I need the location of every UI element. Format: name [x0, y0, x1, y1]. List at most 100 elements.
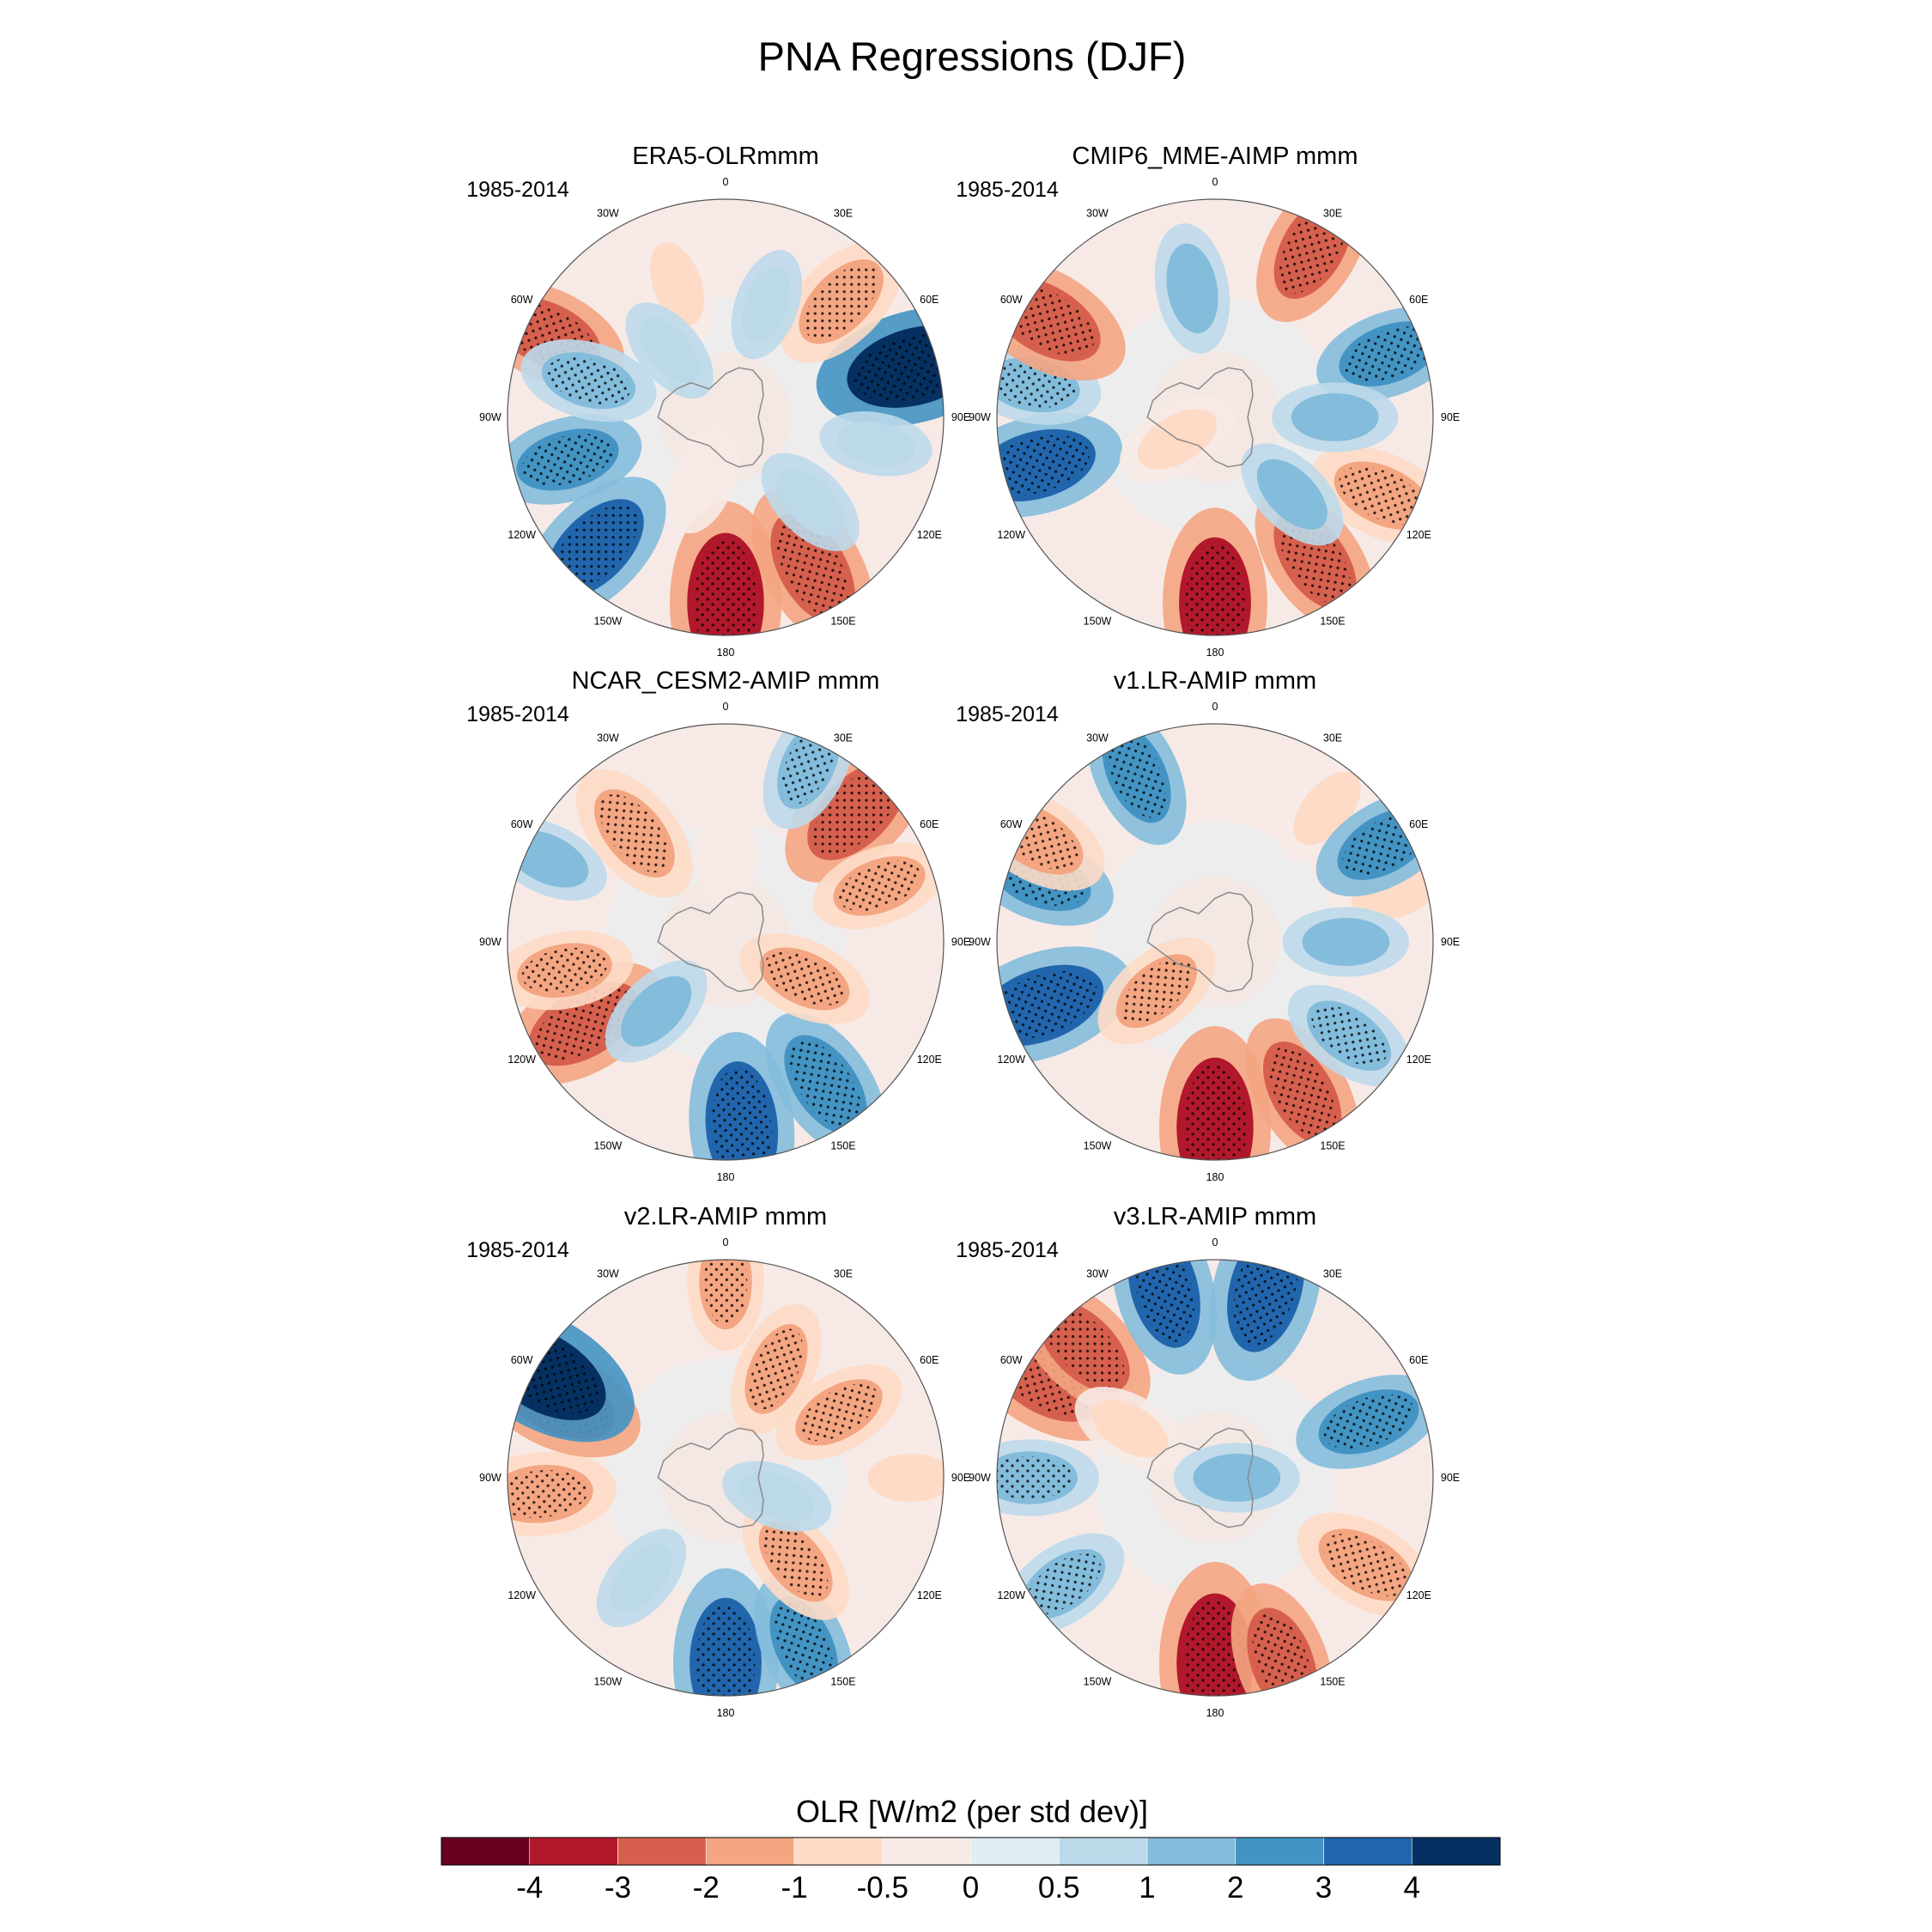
significance-stipple: [837, 860, 921, 912]
longitude-label: 150E: [830, 1675, 855, 1687]
map-boundary: [507, 1259, 945, 1697]
significance-stipple: [1344, 326, 1433, 382]
significance-stipple: [1185, 544, 1245, 635]
significance-stipple: [507, 1470, 588, 1518]
colorbar-tick-label: 3: [1315, 1871, 1332, 1905]
longitude-label: 180: [1206, 1707, 1224, 1719]
olr-anomaly: [836, 421, 915, 466]
olr-anomaly: [867, 1454, 944, 1502]
map-panel: v3.LR-AMIP mmm 1985-2014 0 30E 60E 90E 120E 150…: [956, 1203, 1460, 1719]
significance-stipple: [703, 1260, 748, 1325]
olr-anomaly: [703, 815, 748, 895]
longitude-label: 60W: [1000, 818, 1023, 830]
colorbar-swatch: [1235, 1837, 1324, 1866]
longitude-label: 120E: [917, 1589, 942, 1601]
panel-title: v1.LR-AMIP mmm: [1114, 667, 1316, 695]
longitude-label: 30W: [597, 208, 619, 220]
map-boundary: [996, 1259, 1434, 1697]
olr-anomaly: [1256, 459, 1327, 530]
longitude-label: 60E: [1409, 1354, 1428, 1366]
significance-stipple: [854, 331, 944, 401]
map-boundary: [996, 723, 1434, 1161]
longitude-label: 60W: [511, 818, 533, 830]
longitude-label: 30W: [1086, 208, 1109, 220]
longitude-label: 150W: [594, 1139, 623, 1151]
longitude-label: 150W: [1084, 1139, 1112, 1151]
colorbar-frame: [440, 1837, 1501, 1866]
longitude-label: 0: [723, 1236, 729, 1249]
map-field: [507, 724, 944, 1160]
map-boundary: [507, 723, 945, 1161]
colorbar-tick-label: -4: [516, 1871, 543, 1905]
colorbar-swatch: [1411, 1837, 1501, 1866]
figure-title: PNA Regressions (DJF): [758, 33, 1187, 79]
longitude-label: 90E: [1441, 936, 1460, 948]
map-panel: CMIP6_MME-AIMP mmm 1985-2014 0 30E 60E 90E 120…: [956, 143, 1460, 659]
significance-stipple: [997, 1455, 1073, 1500]
olr-anomaly: [639, 317, 700, 384]
significance-stipple: [749, 1328, 804, 1410]
colorbar-swatch: [705, 1837, 795, 1866]
antarctica-coastline: [1146, 1427, 1254, 1528]
significance-stipple: [1121, 958, 1193, 1024]
longitude-label: 120E: [917, 1054, 942, 1066]
longitude-label: 90W: [479, 936, 501, 948]
longitude-label: 150E: [830, 615, 855, 627]
significance-stipple: [521, 947, 608, 993]
colorbar-tick-label: 2: [1227, 1871, 1243, 1905]
olr-anomaly: [611, 1544, 672, 1613]
colorbar-tick-label: -1: [781, 1871, 807, 1905]
colorbar-swatch: [440, 1837, 531, 1866]
significance-stipple: [521, 434, 614, 486]
colorbar-swatch: [1146, 1837, 1236, 1866]
significance-stipple: [804, 264, 879, 339]
significance-stipple: [1183, 1600, 1247, 1696]
olr-anomaly: [738, 1472, 815, 1522]
longitude-label: 90E: [951, 1472, 970, 1484]
longitude-label: 30W: [597, 1268, 619, 1280]
longitude-label: 90W: [479, 1472, 501, 1484]
significance-stipple: [813, 767, 901, 854]
significance-stipple: [1043, 1306, 1125, 1388]
olr-anomaly: [650, 242, 705, 326]
longitude-label: 30E: [1323, 732, 1342, 744]
longitude-label: 0: [723, 701, 729, 713]
longitude-label: 90W: [479, 411, 501, 423]
olr-anomaly: [1293, 771, 1361, 846]
longitude-label: 0: [1212, 1236, 1218, 1249]
longitude-label: 60E: [1409, 294, 1428, 306]
longitude-label: 150E: [830, 1139, 855, 1151]
olr-anomaly: [678, 440, 728, 517]
panel-period: 1985-2014: [956, 1238, 1059, 1262]
significance-stipple: [1268, 1047, 1336, 1139]
longitude-label: 60E: [920, 294, 939, 306]
map-field: [997, 724, 1433, 1160]
colorbar-tick-label: 0.5: [1038, 1871, 1080, 1905]
colorbar-title: OLR [W/m2 (per std dev)]: [796, 1794, 1148, 1829]
longitude-label: 30W: [1086, 732, 1109, 744]
longitude-label: 30E: [834, 732, 853, 744]
longitude-label: 60E: [920, 1354, 939, 1366]
significance-stipple: [799, 1383, 878, 1442]
panel-period: 1985-2014: [466, 702, 569, 726]
colorbar-tick-label: 4: [1404, 1871, 1420, 1905]
map-field: [507, 199, 944, 635]
longitude-label: 90E: [1441, 411, 1460, 423]
significance-stipple: [997, 434, 1090, 495]
significance-stipple: [775, 1601, 834, 1690]
olr-anomaly: [776, 468, 845, 537]
panel-period: 1985-2014: [956, 178, 1059, 202]
longitude-label: 150W: [594, 615, 623, 627]
significance-stipple: [763, 1525, 829, 1598]
longitude-label: 150E: [1320, 615, 1345, 627]
longitude-label: 120E: [1406, 1589, 1431, 1601]
antarctica-coastline: [657, 367, 764, 468]
longitude-label: 120E: [1406, 1054, 1431, 1066]
longitude-label: 120E: [917, 529, 942, 541]
significance-stipple: [694, 539, 757, 635]
colorbar: -4 -3 -2 -1 -0.5 0 0.5 1 2 3 4: [440, 1837, 1501, 1905]
longitude-label: 30E: [834, 1268, 853, 1280]
olr-anomaly: [1166, 243, 1218, 334]
longitude-label: 120W: [507, 529, 536, 541]
